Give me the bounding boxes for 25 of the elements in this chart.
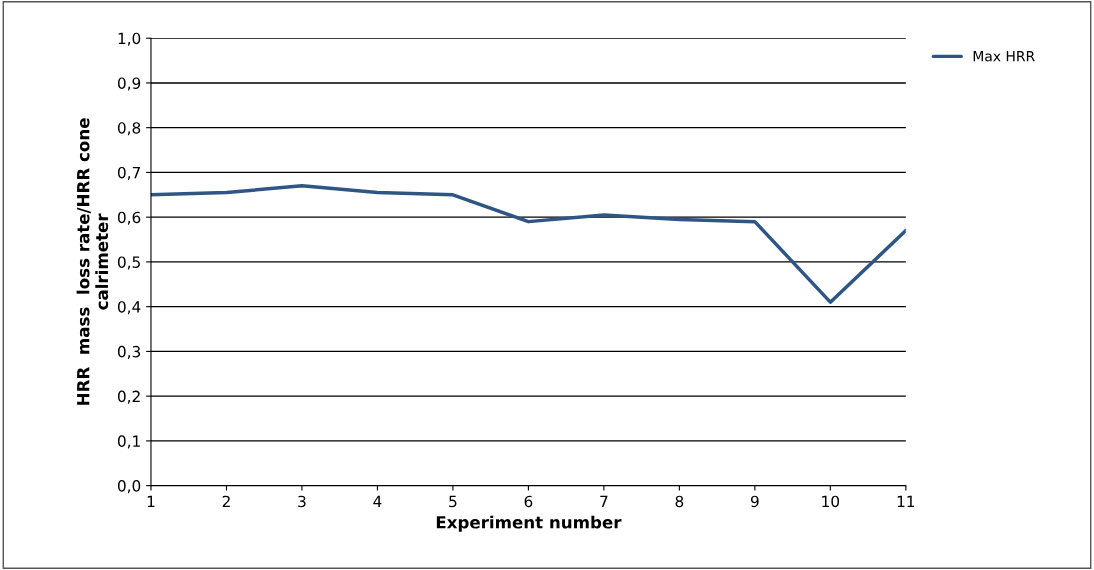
x-tick-label: 2 (222, 495, 230, 507)
y-tick-label: 0,2 (117, 390, 140, 404)
y-tick-label: 0,1 (117, 435, 140, 449)
y-tick-label: 0,0 (117, 480, 141, 494)
x-tick-label: 11 (897, 495, 915, 507)
y-tick-label: 0,5 (117, 256, 140, 270)
y-tick-label: 0,6 (117, 211, 141, 225)
x-tick-label: 1 (147, 495, 155, 507)
x-tick-label: 7 (600, 495, 608, 507)
legend-label: Max HRR (973, 51, 1035, 62)
x-axis-title: Experiment number (436, 515, 622, 532)
x-tick-label: 6 (524, 495, 533, 508)
y-tick-label: 0,4 (117, 301, 141, 315)
x-tick-label: 5 (449, 495, 457, 508)
x-tick-label: 4 (373, 495, 382, 507)
x-tick-label: 3 (298, 495, 306, 508)
x-tick-label: 8 (675, 495, 684, 508)
y-tick-label: 1,0 (118, 32, 141, 46)
y-tick-label: 0,9 (117, 77, 141, 91)
x-tick-label: 10 (822, 495, 840, 508)
y-axis-title: HRR mass loss rate/HRR cone calrimeter (76, 118, 109, 405)
y-tick-label: 0,7 (117, 166, 140, 181)
y-tick-label: 0,3 (117, 345, 141, 359)
x-tick-label: 9 (750, 495, 759, 508)
y-tick-label: 0,8 (117, 122, 141, 136)
